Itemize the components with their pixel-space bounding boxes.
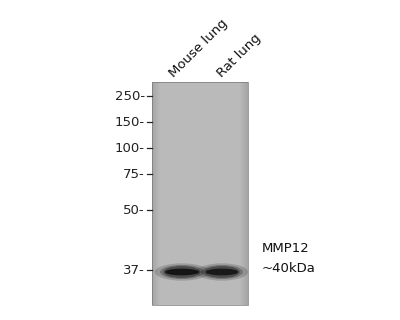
Ellipse shape xyxy=(163,266,201,278)
Text: Mouse lung: Mouse lung xyxy=(167,17,230,80)
Ellipse shape xyxy=(196,263,248,281)
Text: 37-: 37- xyxy=(123,263,145,276)
Ellipse shape xyxy=(155,263,209,281)
Bar xyxy=(152,82,248,305)
Text: MMP12: MMP12 xyxy=(262,242,310,254)
Text: Rat lung: Rat lung xyxy=(215,31,264,80)
Text: 250-: 250- xyxy=(115,90,145,102)
Ellipse shape xyxy=(160,265,204,279)
Ellipse shape xyxy=(201,265,243,279)
Text: 100-: 100- xyxy=(115,141,145,155)
Ellipse shape xyxy=(204,266,240,278)
Text: 150-: 150- xyxy=(115,116,145,129)
Text: ~40kDa: ~40kDa xyxy=(262,261,316,275)
Text: 50-: 50- xyxy=(123,204,145,217)
Ellipse shape xyxy=(165,268,199,276)
Text: 75-: 75- xyxy=(123,167,145,180)
Ellipse shape xyxy=(206,268,238,276)
